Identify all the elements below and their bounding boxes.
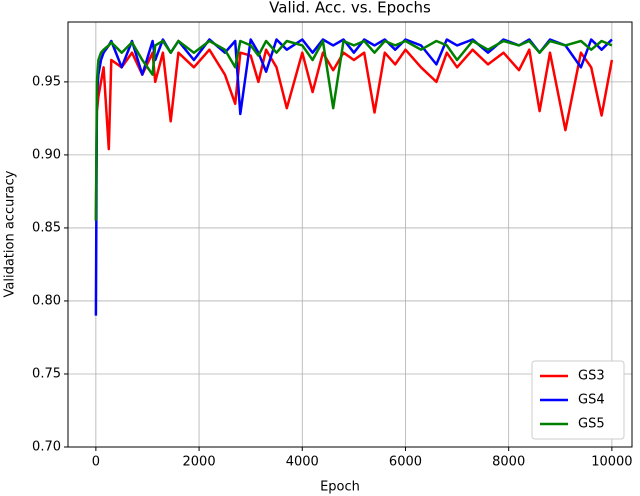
x-tick-label: 2000 [183, 455, 216, 470]
y-tick-label: 0.80 [32, 293, 61, 308]
legend-box [531, 360, 625, 440]
x-tick-label: 8000 [492, 455, 525, 470]
y-axis-label: Validation accuracy [3, 170, 18, 297]
x-axis-label: Epoch [320, 480, 360, 495]
legend-label: GS4 [578, 393, 605, 408]
line [94, 48, 614, 221]
y-tick-label: 0.95 [32, 74, 61, 89]
y-tick-label: 0.70 [32, 440, 61, 455]
x-tick-label: 0 [92, 455, 100, 470]
y-tick-label: 0.75 [32, 366, 61, 381]
y-tick-label: 0.90 [32, 147, 61, 162]
plot-frame [67, 21, 633, 448]
chart-title: Valid. Acc. vs. Epochs [269, 0, 431, 17]
line [94, 39, 613, 221]
x-tick-label: 4000 [286, 455, 319, 470]
x-tick-label: 10000 [591, 455, 632, 470]
legend-label: GS3 [578, 369, 605, 384]
x-tick-label: 6000 [389, 455, 422, 470]
legend-label: GS5 [578, 417, 605, 432]
y-tick-label: 0.85 [32, 220, 61, 235]
